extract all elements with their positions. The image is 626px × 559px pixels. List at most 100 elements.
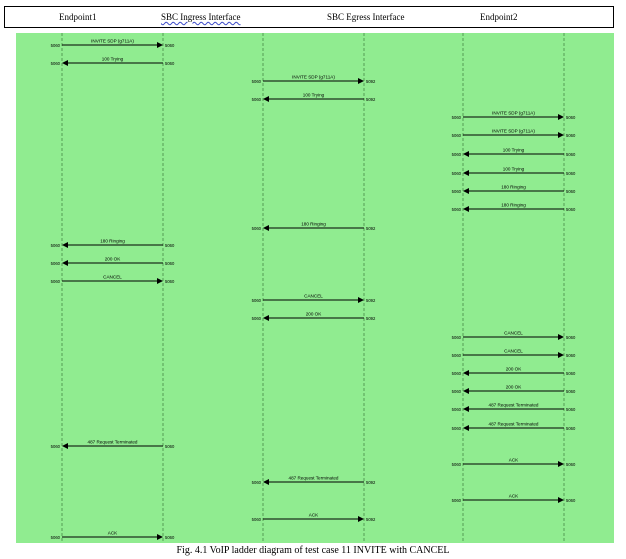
port-left: 5060 xyxy=(452,462,462,467)
port-right: 5092 xyxy=(366,316,376,321)
port-left: 5060 xyxy=(252,480,262,485)
port-left: 5060 xyxy=(252,298,262,303)
port-left: 5060 xyxy=(252,517,262,522)
message-17: CANCEL 5060 5060 xyxy=(452,331,576,340)
port-right: 5092 xyxy=(366,480,376,485)
message-label: 180 Ringing xyxy=(100,239,125,244)
port-left: 5060 xyxy=(452,115,462,120)
port-right: 5092 xyxy=(366,97,376,102)
port-right: 5060 xyxy=(566,407,576,412)
message-label: 200 OK xyxy=(506,367,523,372)
port-right: 5060 xyxy=(566,152,576,157)
message-14: CANCEL 5060 5060 xyxy=(51,275,175,284)
port-left: 5060 xyxy=(252,97,262,102)
message-label: CANCEL xyxy=(304,294,323,299)
message-28: ACK 5060 5060 xyxy=(51,531,175,540)
message-label: 487 Request Terminated xyxy=(88,440,138,445)
port-left: 5060 xyxy=(51,444,61,449)
port-right: 5092 xyxy=(366,517,376,522)
port-left: 5060 xyxy=(452,353,462,358)
port-left: 5060 xyxy=(452,189,462,194)
port-left: 5060 xyxy=(452,407,462,412)
ladder-svg: INVITE SDP (g711A) 5060 5060 100 Trying 5060… xyxy=(51,33,576,543)
message-24: ACK 5060 5060 xyxy=(452,458,576,467)
port-right: 5060 xyxy=(566,426,576,431)
port-right: 5060 xyxy=(566,189,576,194)
port-right: 5060 xyxy=(566,171,576,176)
port-right: 5060 xyxy=(165,444,175,449)
message-27: ACK 5060 5092 xyxy=(252,513,376,522)
message-16: 200 OK 5060 5092 xyxy=(252,312,376,321)
message-11: 180 Ringing 5060 5092 xyxy=(252,222,376,231)
port-right: 5060 xyxy=(566,115,576,120)
port-right: 5060 xyxy=(165,243,175,248)
port-right: 5060 xyxy=(165,43,175,48)
port-left: 5060 xyxy=(51,61,61,66)
port-left: 5060 xyxy=(452,207,462,212)
message-9: 180 Ringing 5060 5060 xyxy=(452,185,576,194)
message-label: INVITE SDP (g711A) xyxy=(492,111,535,116)
column-header-bar: Endpoint1 SBC Ingress Interface SBC Egre… xyxy=(4,6,614,28)
port-left: 5060 xyxy=(452,426,462,431)
port-right: 5060 xyxy=(165,279,175,284)
message-13: 200 OK 5060 5060 xyxy=(51,257,175,266)
message-21: 487 Request Terminated 5060 5060 xyxy=(452,403,576,412)
port-left: 5060 xyxy=(51,535,61,540)
port-right: 5060 xyxy=(566,353,576,358)
message-label: CANCEL xyxy=(504,331,523,336)
port-left: 5060 xyxy=(452,389,462,394)
message-label: 200 OK xyxy=(506,385,523,390)
port-right: 5060 xyxy=(566,335,576,340)
port-right: 5060 xyxy=(165,61,175,66)
port-left: 5060 xyxy=(252,226,262,231)
port-right: 5060 xyxy=(566,389,576,394)
message-label: CANCEL xyxy=(103,275,122,280)
message-15: CANCEL 5060 5092 xyxy=(252,294,376,303)
port-left: 5060 xyxy=(452,371,462,376)
port-left: 5060 xyxy=(51,279,61,284)
message-label: 180 Ringing xyxy=(501,185,526,190)
message-label: CANCEL xyxy=(504,349,523,354)
message-label: INVITE SDP (g711A) xyxy=(91,39,134,44)
message-22: 487 Request Terminated 5060 5060 xyxy=(452,422,576,431)
message-label: 487 Request Terminated xyxy=(289,476,339,481)
port-left: 5060 xyxy=(252,79,262,84)
port-left: 5060 xyxy=(51,261,61,266)
port-left: 5060 xyxy=(452,335,462,340)
message-2: 100 Trying 5060 5060 xyxy=(51,57,175,66)
header-endpoint1: Endpoint1 xyxy=(59,12,97,22)
header-endpoint2: Endpoint2 xyxy=(480,12,518,22)
message-label: 100 Trying xyxy=(102,57,124,62)
message-19: 200 OK 5060 5060 xyxy=(452,367,576,376)
message-label: INVITE SDP (g711A) xyxy=(292,75,335,80)
message-label: INVITE SDP (g711A) xyxy=(492,129,535,134)
port-right: 5060 xyxy=(566,207,576,212)
message-20: 200 OK 5060 5060 xyxy=(452,385,576,394)
port-right: 5060 xyxy=(566,462,576,467)
message-4: 100 Trying 5060 5092 xyxy=(252,93,376,102)
message-label: ACK xyxy=(509,494,519,499)
message-label: 100 Trying xyxy=(303,93,325,98)
message-label: 200 OK xyxy=(306,312,323,317)
message-12: 180 Ringing 5060 5060 xyxy=(51,239,175,248)
message-label: 200 OK xyxy=(105,257,122,262)
message-label: 487 Request Terminated xyxy=(489,403,539,408)
message-label: 100 Trying xyxy=(503,167,525,172)
message-3: INVITE SDP (g711A) 5060 5092 xyxy=(252,75,376,84)
port-right: 5060 xyxy=(566,371,576,376)
message-5: INVITE SDP (g711A) 5060 5060 xyxy=(452,111,576,120)
message-label: ACK xyxy=(108,531,118,536)
port-right: 5060 xyxy=(566,498,576,503)
port-right: 5092 xyxy=(366,298,376,303)
port-left: 5060 xyxy=(452,498,462,503)
message-23: 487 Request Terminated 5060 5060 xyxy=(51,440,175,449)
port-left: 5060 xyxy=(252,316,262,321)
message-1: INVITE SDP (g711A) 5060 5060 xyxy=(51,39,175,48)
port-left: 5060 xyxy=(452,152,462,157)
port-left: 5060 xyxy=(51,43,61,48)
message-26: ACK 5060 5060 xyxy=(452,494,576,503)
port-left: 5060 xyxy=(51,243,61,248)
figure-caption: Fig. 4.1 VoIP ladder diagram of test cas… xyxy=(176,545,450,556)
port-right: 5092 xyxy=(366,226,376,231)
message-10: 180 Ringing 5060 5060 xyxy=(452,203,576,212)
